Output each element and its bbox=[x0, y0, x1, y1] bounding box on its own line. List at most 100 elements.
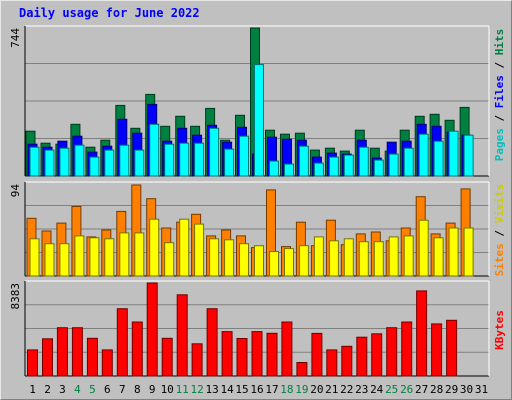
bar-kbytes-day-27 bbox=[416, 290, 428, 377]
x-tick-label-day-20: 20 bbox=[310, 383, 323, 396]
x-tick-label-day-2: 2 bbox=[44, 383, 51, 396]
bar-pages-day-22 bbox=[343, 154, 354, 177]
bar-sites-day-25 bbox=[388, 236, 399, 277]
bar-kbytes-day-13 bbox=[206, 308, 218, 377]
bar-pages-day-4 bbox=[74, 144, 85, 177]
x-tick-label-day-15: 15 bbox=[235, 383, 248, 396]
x-tick-label-day-5: 5 bbox=[89, 383, 96, 396]
bar-kbytes-day-12 bbox=[191, 343, 203, 377]
x-tick-label-day-10: 10 bbox=[161, 383, 174, 396]
x-tick-label-day-1: 1 bbox=[29, 383, 36, 396]
bar-pages-day-17 bbox=[269, 160, 279, 177]
bar-kbytes-day-26 bbox=[401, 321, 413, 377]
bar-pages-day-26 bbox=[403, 147, 414, 177]
bar-kbytes-day-29 bbox=[446, 319, 458, 377]
bar-pages-day-7 bbox=[119, 144, 130, 177]
legend-part-1: / bbox=[493, 108, 506, 128]
bar-pages-day-25 bbox=[388, 153, 399, 177]
bar-kbytes-day-9 bbox=[146, 282, 158, 377]
bar-pages-day-5 bbox=[89, 156, 100, 177]
x-tick-label-day-14: 14 bbox=[220, 383, 234, 396]
bar-sites-day-15 bbox=[239, 243, 249, 277]
bar-kbytes-day-7 bbox=[116, 308, 128, 377]
bar-pages-day-6 bbox=[104, 149, 115, 177]
bar-sites-day-24 bbox=[373, 241, 384, 277]
bar-kbytes-day-24 bbox=[371, 333, 383, 377]
x-tick-label-day-3: 3 bbox=[59, 383, 66, 396]
bar-sites-day-22 bbox=[343, 238, 354, 277]
bar-kbytes-day-8 bbox=[131, 321, 143, 377]
x-tick-label-day-27: 27 bbox=[415, 383, 428, 396]
bar-pages-day-30 bbox=[463, 134, 474, 177]
bar-kbytes-day-19 bbox=[296, 362, 308, 377]
bar-sites-day-19 bbox=[298, 245, 309, 277]
x-tick-label-day-25: 25 bbox=[385, 383, 398, 396]
bar-kbytes-day-11 bbox=[176, 294, 188, 377]
bar-pages-day-9 bbox=[149, 123, 160, 177]
bar-pages-day-3 bbox=[59, 147, 70, 177]
bar-kbytes-day-3 bbox=[56, 327, 68, 377]
bar-pages-day-18 bbox=[284, 163, 294, 177]
legend-part-2: Visits bbox=[493, 184, 506, 224]
bar-kbytes-day-2 bbox=[42, 338, 53, 377]
bar-pages-day-28 bbox=[433, 140, 444, 177]
bar-sites-day-2 bbox=[44, 243, 55, 277]
legend-visits-sites: Sites / Visits bbox=[493, 184, 506, 277]
x-tick-label-day-17: 17 bbox=[265, 383, 278, 396]
x-tick-label-day-29: 29 bbox=[445, 383, 458, 396]
bar-pages-day-27 bbox=[418, 133, 429, 177]
x-tick-label-day-23: 23 bbox=[355, 383, 368, 396]
bar-pages-day-8 bbox=[134, 149, 145, 177]
bar-sites-day-27 bbox=[418, 219, 429, 277]
bar-pages-day-16 bbox=[254, 64, 264, 177]
bar-pages-day-19 bbox=[298, 145, 309, 177]
bar-pages-day-20 bbox=[313, 162, 324, 177]
legend-part-1: / bbox=[493, 223, 506, 243]
bar-pages-day-10 bbox=[164, 143, 175, 177]
x-tick-label-day-18: 18 bbox=[280, 383, 293, 396]
bar-kbytes-day-22 bbox=[341, 345, 353, 377]
bar-kbytes-day-25 bbox=[386, 327, 398, 377]
bar-pages-day-14 bbox=[224, 148, 235, 177]
bar-sites-day-9 bbox=[149, 218, 160, 277]
y-max-label-visits-sites: 94 bbox=[9, 184, 22, 198]
legend-part-2: Files bbox=[493, 75, 506, 108]
bar-sites-day-23 bbox=[358, 241, 369, 277]
x-tick-label-day-21: 21 bbox=[325, 383, 338, 396]
bar-kbytes-day-4 bbox=[71, 327, 83, 377]
legend-kbytes: KBytes bbox=[493, 310, 506, 350]
bar-kbytes-day-5 bbox=[86, 337, 98, 377]
bar-sites-day-26 bbox=[403, 235, 414, 277]
x-tick-label-day-22: 22 bbox=[340, 383, 353, 396]
bar-sites-day-10 bbox=[164, 242, 175, 277]
x-tick-label-day-11: 11 bbox=[176, 383, 189, 396]
bar-kbytes-day-23 bbox=[356, 336, 368, 377]
bar-pages-day-12 bbox=[194, 142, 205, 177]
legend-part-0: Pages bbox=[493, 128, 506, 161]
bar-pages-day-15 bbox=[239, 135, 249, 177]
x-tick-label-day-16: 16 bbox=[250, 383, 263, 396]
x-tick-label-day-24: 24 bbox=[370, 383, 384, 396]
legend-part-4: Hits bbox=[493, 29, 506, 56]
x-tick-label-day-26: 26 bbox=[400, 383, 413, 396]
bar-sites-day-17 bbox=[269, 251, 279, 277]
x-tick-label-day-9: 9 bbox=[149, 383, 156, 396]
bar-kbytes-day-20 bbox=[311, 332, 323, 377]
bar-sites-day-16 bbox=[254, 245, 264, 277]
chart-title: Daily usage for June 2022 bbox=[19, 6, 200, 20]
bar-kbytes-day-6 bbox=[101, 349, 113, 377]
x-tick-label-day-6: 6 bbox=[104, 383, 111, 396]
bar-sites-day-8 bbox=[134, 232, 145, 277]
bar-pages-day-24 bbox=[373, 159, 384, 177]
bar-pages-day-11 bbox=[179, 142, 190, 177]
bar-kbytes-day-17 bbox=[266, 332, 278, 377]
bar-sites-day-30 bbox=[463, 227, 474, 277]
bar-pages-day-29 bbox=[448, 130, 459, 177]
x-tick-label-day-8: 8 bbox=[134, 383, 141, 396]
bar-pages-day-2 bbox=[44, 149, 55, 177]
bar-sites-day-1 bbox=[29, 238, 40, 277]
bar-kbytes-day-16 bbox=[251, 331, 263, 377]
x-tick-label-day-4: 4 bbox=[74, 383, 81, 396]
bar-kbytes-day-15 bbox=[236, 338, 248, 377]
